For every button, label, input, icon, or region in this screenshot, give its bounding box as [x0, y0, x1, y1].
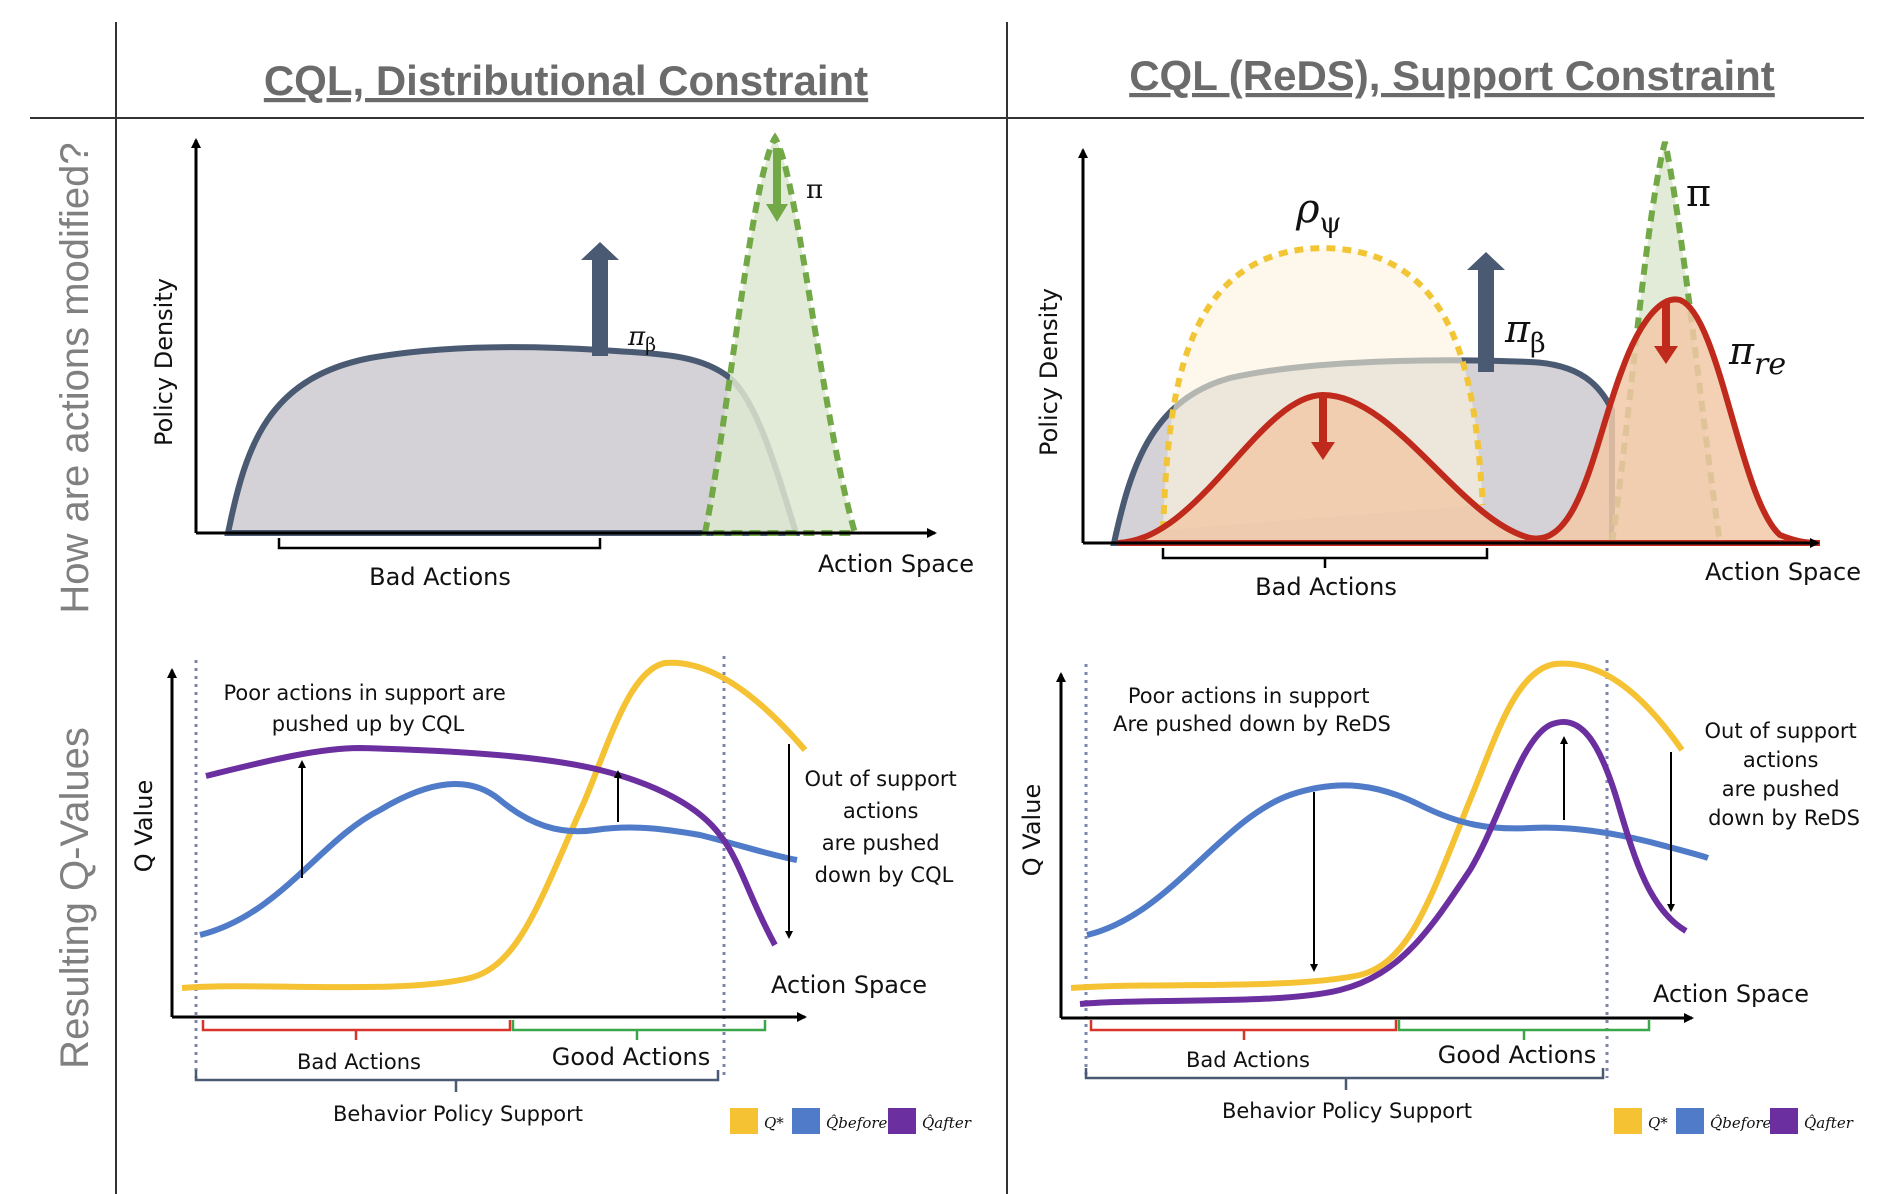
pi-beta-label: πβ — [1504, 307, 1546, 359]
y-axis-label: Policy Density — [1035, 288, 1063, 456]
bad-actions-label: Bad Actions — [1255, 573, 1397, 601]
y-axis-label: Q Value — [1018, 784, 1046, 876]
good-actions-label: Good Actions — [552, 1043, 711, 1071]
note-out-support: Out of support actions are pushed down b… — [1705, 719, 1864, 830]
q-before-curve — [1086, 782, 1710, 938]
x-axis-label: Action Space — [818, 550, 974, 578]
legend-label-q-before: Q̂before — [1710, 1114, 1772, 1132]
legend-label-q-star: Q* — [764, 1114, 784, 1132]
down-arrow-red-right — [1654, 302, 1678, 364]
y-axis-label: Q Value — [130, 780, 158, 872]
good-actions-bracket — [511, 1020, 767, 1040]
header-left: CQL, Distributional Constraint — [264, 57, 868, 104]
q-before-curve — [199, 781, 798, 938]
q-star-curve — [1070, 660, 1685, 991]
legend-swatch-q-after — [1770, 1108, 1798, 1134]
behavior-support-bracket — [194, 1070, 720, 1092]
rho-label: ρψ — [1295, 186, 1341, 239]
bad-actions-bracket — [1089, 1020, 1398, 1040]
pi-beta-label: πβ — [627, 322, 656, 356]
x-axis-label: Action Space — [771, 971, 927, 999]
q-after-curve — [1079, 718, 1688, 1007]
legend-swatch-q-after — [888, 1108, 916, 1134]
panel-dividers — [30, 22, 1864, 1194]
up-arrow — [581, 242, 619, 356]
bad-actions-bracket — [201, 1020, 512, 1040]
y-axis-label: Policy Density — [150, 278, 178, 446]
note-out-support: Out of support actions are pushed down b… — [805, 767, 964, 887]
row-label-top: How are actions modified? — [53, 142, 97, 613]
legend: Q* Q̂before Q̂after — [1614, 1108, 1854, 1134]
pi-curve — [701, 132, 859, 536]
down-arrow-red-left — [1311, 398, 1335, 460]
bottom-left-panel: Poor actions in support are pushed up by… — [130, 656, 972, 1134]
legend-swatch-q-star — [730, 1108, 758, 1134]
bad-actions-label: Bad Actions — [1186, 1048, 1310, 1072]
good-actions-label: Good Actions — [1438, 1041, 1597, 1069]
top-right-panel: ρψ π πβ πre Policy Density Action Space … — [1035, 141, 1861, 601]
x-axis-label: Action Space — [1653, 980, 1809, 1008]
legend-label-q-after: Q̂after — [922, 1114, 972, 1132]
bad-actions-bracket — [1161, 548, 1489, 568]
bad-actions-bracket — [277, 538, 602, 550]
legend-swatch-q-before — [792, 1108, 820, 1134]
pi-label: π — [806, 175, 823, 205]
pi-re-label: πre — [1728, 329, 1786, 382]
bottom-right-panel: Poor actions in support Are pushed down … — [1018, 660, 1864, 1134]
legend-label-q-star: Q* — [1648, 1114, 1668, 1132]
top-left-panel: π πβ Policy Density Action Space Bad Act… — [150, 132, 974, 591]
legend-label-q-after: Q̂after — [1804, 1114, 1854, 1132]
x-axis-label: Action Space — [1705, 558, 1861, 586]
down-arrow-green — [766, 148, 788, 222]
legend-label-q-before: Q̂before — [826, 1114, 888, 1132]
up-arrow — [1467, 252, 1505, 372]
note-in-support: Poor actions in support are pushed up by… — [224, 681, 513, 736]
legend: Q* Q̂before Q̂after — [730, 1108, 972, 1134]
pi-label: π — [1686, 171, 1711, 215]
bad-actions-label: Bad Actions — [297, 1050, 421, 1074]
good-actions-bracket — [1397, 1020, 1651, 1040]
row-label-bottom: Resulting Q-Values — [53, 727, 97, 1069]
note-in-support: Poor actions in support Are pushed down … — [1113, 684, 1391, 736]
bad-actions-label: Bad Actions — [369, 563, 511, 591]
behavior-support-bracket — [1084, 1068, 1605, 1090]
q-after-curve — [205, 744, 778, 947]
behavior-support-label: Behavior Policy Support — [1222, 1099, 1472, 1123]
pi-re-curve — [1117, 296, 1821, 546]
legend-swatch-q-before — [1676, 1108, 1704, 1134]
q-star-curve — [181, 659, 808, 991]
legend-swatch-q-star — [1614, 1108, 1642, 1134]
behavior-support-label: Behavior Policy Support — [333, 1102, 583, 1126]
header-right: CQL (ReDS), Support Constraint — [1129, 52, 1775, 99]
